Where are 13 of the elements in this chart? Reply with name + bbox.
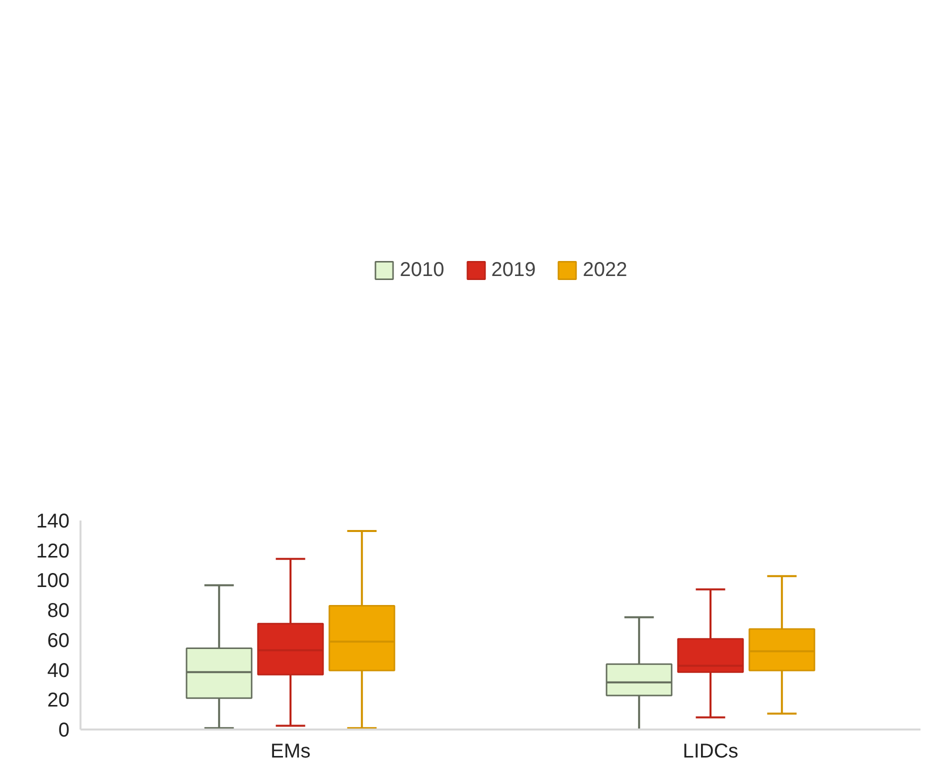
y-tick-label: 80 xyxy=(47,600,70,622)
legend-label: 2010 xyxy=(400,258,444,282)
y-tick-label: 20 xyxy=(47,690,70,712)
y-tick-label: 0 xyxy=(58,720,70,742)
legend-label: 2019 xyxy=(491,258,536,282)
y-tick-label: 60 xyxy=(47,630,70,652)
x-tick-label: EMs xyxy=(270,740,310,762)
y-tick-label: 140 xyxy=(36,510,70,532)
y-tick-label: 100 xyxy=(36,570,70,592)
y-tick-label: 40 xyxy=(47,660,70,682)
y-tick-label: 120 xyxy=(36,540,70,562)
x-tick-label: LIDCs xyxy=(682,740,738,762)
legend-label: 2022 xyxy=(582,258,628,282)
